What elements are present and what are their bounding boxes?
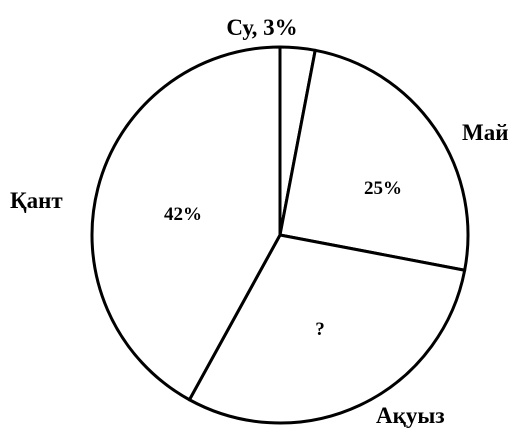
label-kant: Қант	[10, 188, 63, 213]
value-label-kant: 42%	[164, 204, 202, 225]
label-mai: Май	[462, 120, 508, 145]
label-su: Су, 3%	[226, 15, 297, 40]
value-label-akuyz: ?	[315, 319, 325, 340]
slice-mai	[278, 48, 470, 272]
label-akuyz: Ақуыз	[376, 403, 445, 428]
slice-kant	[90, 45, 282, 402]
slice-akuyz	[187, 233, 467, 425]
value-label-mai: 25%	[364, 178, 402, 199]
